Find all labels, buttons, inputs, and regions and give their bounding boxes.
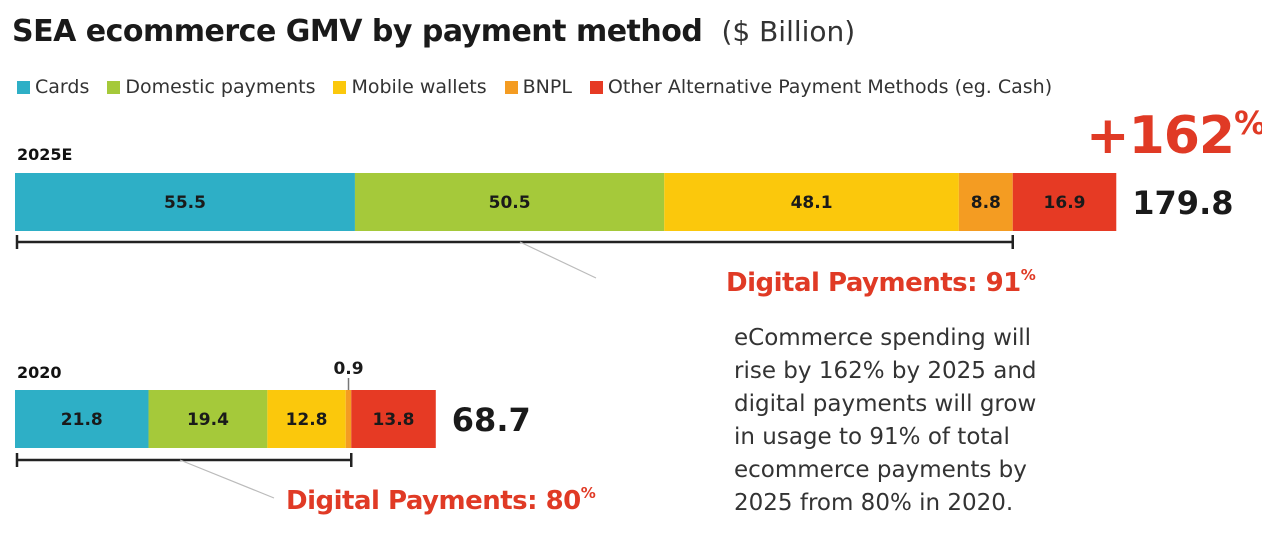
bar-segment-other-alternative-payment-methods-eg-cash	[351, 390, 436, 448]
bar-segment-cards	[15, 173, 355, 231]
bar-segment-cards	[15, 390, 149, 448]
connector-line	[179, 459, 275, 499]
data-label: 0.9	[333, 359, 363, 379]
chart-title: SEA ecommerce GMV by payment method	[12, 14, 703, 49]
legend-item-other-apm: Other Alternative Payment Methods (eg. C…	[589, 76, 1053, 98]
digital-payments-2020-suffix: %	[580, 484, 596, 502]
digital-payments-2020: Digital Payments: 80%	[286, 484, 596, 516]
connector-line	[519, 241, 597, 279]
legend-label-other-apm: Other Alternative Payment Methods (eg. C…	[607, 76, 1053, 98]
bar-segment-other-alternative-payment-methods-eg-cash	[1012, 173, 1117, 231]
legend-item-bnpl: BNPL	[504, 76, 572, 98]
legend-swatch-domestic	[107, 80, 121, 94]
legend-label-cards: Cards	[35, 76, 90, 98]
data-label: 13.8	[373, 410, 415, 430]
total-label: 68.7	[452, 401, 531, 439]
bar-segment-domestic-payments	[148, 390, 268, 448]
bar-segment-domestic-payments	[354, 173, 665, 231]
digital-payments-2025-label: Digital Payments: 91	[726, 268, 1021, 298]
data-label: 21.8	[61, 410, 103, 430]
category-label: 2025E	[17, 145, 72, 164]
bar-segment-bnpl	[958, 173, 1013, 231]
legend-label-mobile-wallets: Mobile wallets	[351, 76, 487, 98]
growth-callout: +162%	[1086, 104, 1262, 166]
data-label: 19.4	[187, 410, 229, 430]
total-label: 179.8	[1132, 184, 1233, 222]
chart-title-group: SEA ecommerce GMV by payment method ($ B…	[12, 14, 855, 49]
legend-label-bnpl: BNPL	[522, 76, 572, 98]
data-label: 50.5	[489, 193, 531, 213]
data-label: 48.1	[791, 193, 833, 213]
legend-swatch-other-apm	[589, 80, 603, 94]
data-label: 55.5	[164, 193, 206, 213]
growth-value: +162	[1086, 106, 1235, 166]
digital-payments-2020-label: Digital Payments: 80	[286, 486, 581, 516]
legend-label-domestic: Domestic payments	[125, 76, 316, 98]
legend-swatch-cards	[17, 80, 30, 94]
digital-payments-2025-suffix: %	[1020, 266, 1036, 284]
legend-item-cards: Cards	[17, 76, 89, 98]
legend: Cards Domestic payments Mobile wallets B…	[17, 76, 1052, 98]
digital-payments-2025: Digital Payments: 91%	[726, 266, 1036, 298]
category-label: 2020	[17, 363, 62, 382]
bar-segment-mobile-wallets	[267, 390, 346, 448]
summary-note: eCommerce spending will rise by 162% by …	[734, 325, 1037, 516]
legend-item-domestic: Domestic payments	[107, 76, 315, 98]
bar-segment-bnpl	[345, 390, 352, 448]
data-label: 12.8	[286, 410, 328, 430]
bar-segment-mobile-wallets	[664, 173, 959, 231]
data-label: 8.8	[971, 193, 1001, 213]
growth-suffix: %	[1234, 104, 1262, 142]
legend-item-mobile-wallets: Mobile wallets	[333, 76, 487, 98]
chart-unit: ($ Billion)	[721, 15, 856, 48]
legend-swatch-mobile-wallets	[333, 80, 347, 94]
data-label: 16.9	[1044, 193, 1086, 213]
legend-swatch-bnpl	[504, 80, 518, 94]
